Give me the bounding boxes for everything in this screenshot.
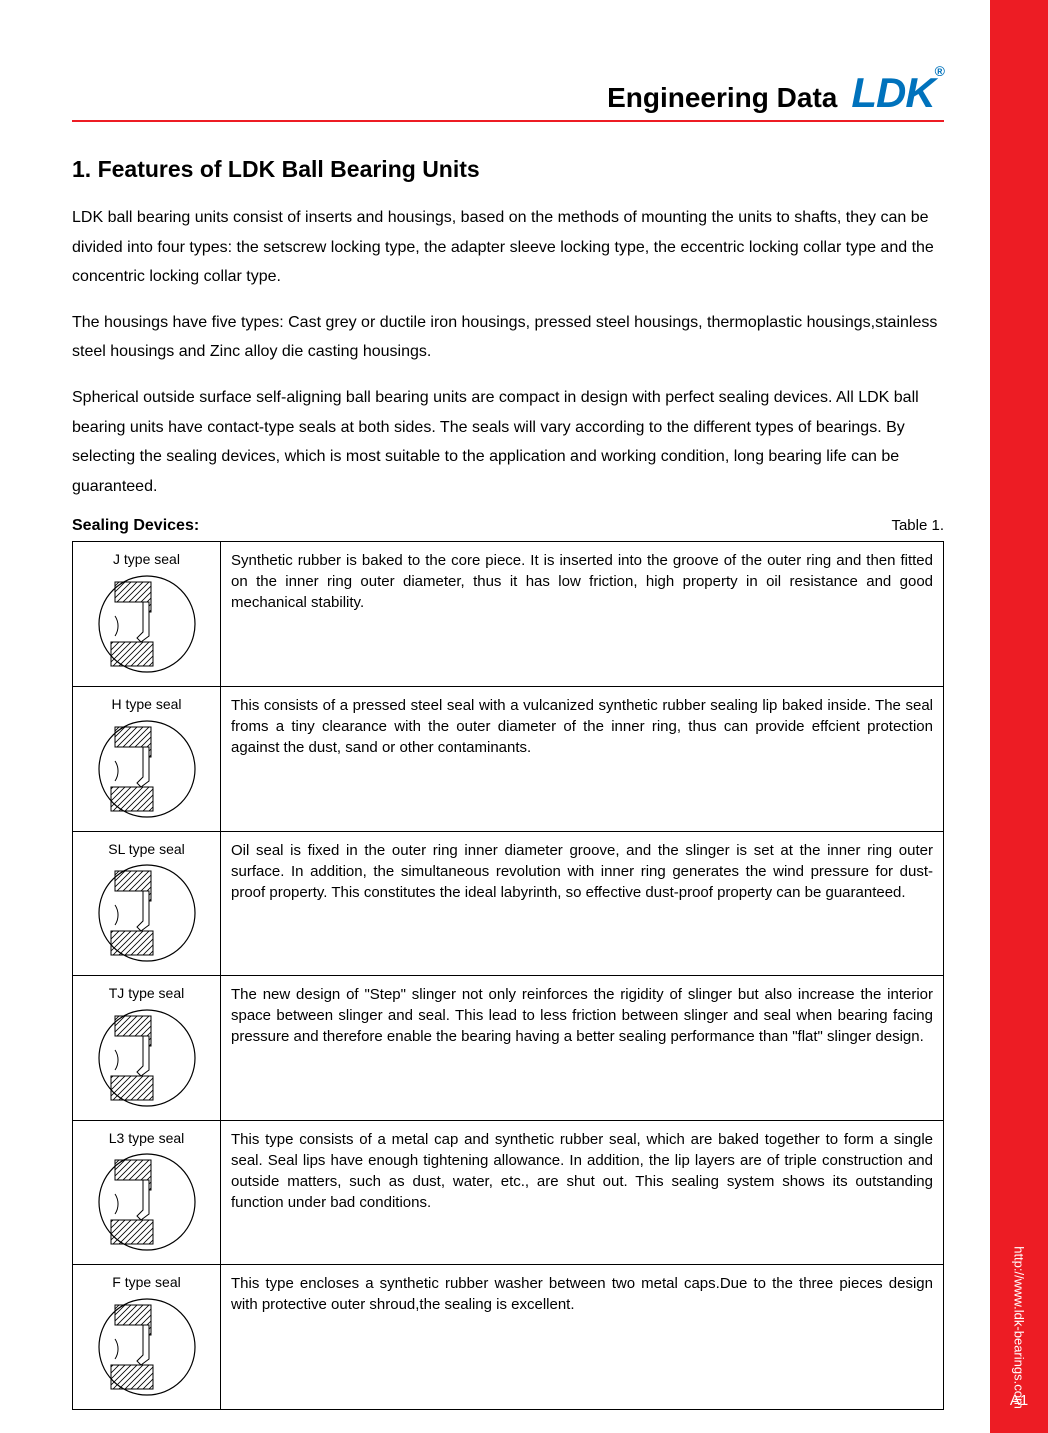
seal-diagram-icon	[97, 574, 197, 674]
sidebar-url: http://www.ldk-bearings.com	[1012, 1246, 1027, 1409]
table-row: TJ type seal The new design of "Step" sl…	[73, 976, 944, 1121]
seal-type-cell: H type seal	[73, 686, 221, 831]
trademark-symbol: ®	[935, 63, 944, 79]
table-heading-right: Table 1.	[891, 517, 944, 534]
seal-diagram-icon	[97, 719, 197, 819]
seal-description-cell: Oil seal is fixed in the outer ring inne…	[221, 831, 944, 976]
seal-type-name: F type seal	[77, 1273, 216, 1293]
seal-type-name: L3 type seal	[77, 1129, 216, 1149]
table-heading-left: Sealing Devices:	[72, 517, 199, 535]
header-title: Engineering Data	[607, 82, 837, 114]
intro-paragraph-2: The housings have five types: Cast grey …	[72, 308, 944, 367]
seal-type-name: H type seal	[77, 695, 216, 715]
seal-diagram-icon	[97, 1297, 197, 1397]
table-row: F type seal This type encloses a synthet…	[73, 1265, 944, 1410]
page-number: A1	[1010, 1392, 1028, 1409]
page-content: Engineering Data LDK® 1. Features of LDK…	[0, 0, 990, 1433]
seal-type-cell: SL type seal	[73, 831, 221, 976]
page-sidebar: http://www.ldk-bearings.com A1	[990, 0, 1048, 1433]
seal-type-cell: TJ type seal	[73, 976, 221, 1121]
brand-logo: LDK®	[851, 72, 944, 114]
seal-type-name: J type seal	[77, 550, 216, 570]
table-row: L3 type seal This type consists of a met…	[73, 1120, 944, 1265]
seal-description-cell: Synthetic rubber is baked to the core pi…	[221, 542, 944, 687]
seal-description: The new design of "Step" slinger not onl…	[231, 984, 933, 1047]
table-row: J type seal Synthetic rubber is baked to…	[73, 542, 944, 687]
sealing-devices-table: J type seal Synthetic rubber is baked to…	[72, 541, 944, 1410]
logo-text: LDK	[851, 69, 934, 116]
seal-diagram-icon	[97, 1008, 197, 1108]
intro-paragraph-1: LDK ball bearing units consist of insert…	[72, 203, 944, 292]
seal-diagram-icon	[97, 1152, 197, 1252]
table-row: H type seal This consists of a pressed s…	[73, 686, 944, 831]
seal-description-cell: This type encloses a synthetic rubber wa…	[221, 1265, 944, 1410]
seal-diagram-icon	[97, 863, 197, 963]
table-heading-row: Sealing Devices: Table 1.	[72, 517, 944, 535]
seal-description: Synthetic rubber is baked to the core pi…	[231, 550, 933, 613]
seal-type-name: SL type seal	[77, 840, 216, 860]
seal-type-cell: J type seal	[73, 542, 221, 687]
seal-type-name: TJ type seal	[77, 984, 216, 1004]
seal-description: This type consists of a metal cap and sy…	[231, 1129, 933, 1213]
seal-description: This consists of a pressed steel seal wi…	[231, 695, 933, 758]
section-title: 1. Features of LDK Ball Bearing Units	[72, 156, 944, 183]
page-header: Engineering Data LDK®	[72, 72, 944, 122]
seal-description: Oil seal is fixed in the outer ring inne…	[231, 840, 933, 903]
seal-description-cell: The new design of "Step" slinger not onl…	[221, 976, 944, 1121]
intro-paragraph-3: Spherical outside surface self-aligning …	[72, 383, 944, 501]
seal-description: This type encloses a synthetic rubber wa…	[231, 1273, 933, 1315]
seal-description-cell: This consists of a pressed steel seal wi…	[221, 686, 944, 831]
seal-description-cell: This type consists of a metal cap and sy…	[221, 1120, 944, 1265]
seal-type-cell: F type seal	[73, 1265, 221, 1410]
seal-type-cell: L3 type seal	[73, 1120, 221, 1265]
table-row: SL type seal Oil seal is fixed in the ou…	[73, 831, 944, 976]
